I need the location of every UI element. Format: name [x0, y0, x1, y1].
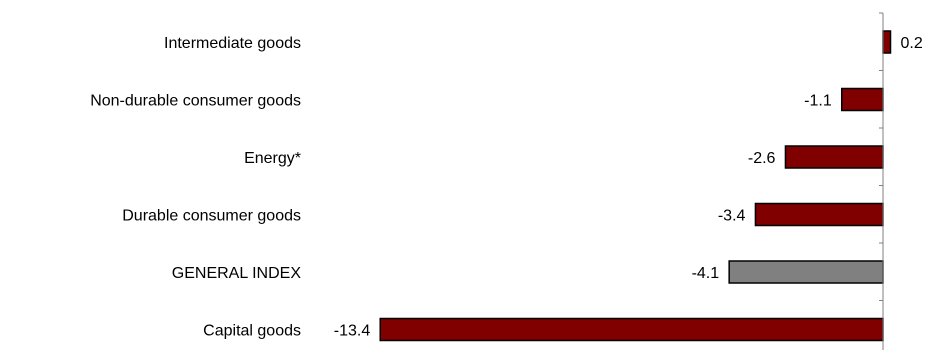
data-label: 0.2	[901, 35, 923, 52]
data-label: -1.1	[804, 93, 832, 110]
data-label: -2.6	[748, 150, 776, 167]
data-label: -13.4	[334, 323, 371, 340]
axis-layer	[879, 12, 884, 350]
bar-energy	[784, 145, 884, 169]
bar-intermediate-goods	[882, 30, 892, 54]
bar-non-durable-consumer-goods	[840, 87, 884, 112]
bar-durable-consumer-goods	[754, 202, 884, 227]
category-label: Durable consumer goods	[122, 208, 301, 225]
category-label: Capital goods	[203, 323, 301, 340]
category-label: Intermediate goods	[164, 35, 301, 52]
bar-capital-goods	[379, 317, 884, 342]
data-label: -4.1	[692, 265, 720, 282]
category-label: GENERAL INDEX	[172, 265, 302, 282]
category-label: Energy*	[244, 150, 301, 167]
category-label: Non-durable consumer goods	[90, 93, 301, 110]
bars-layer	[379, 30, 892, 342]
data-label: -3.4	[718, 208, 746, 225]
bar-general-index	[728, 260, 884, 284]
labels-layer: Intermediate goods 0.2 Non-durable consume…	[90, 35, 923, 340]
